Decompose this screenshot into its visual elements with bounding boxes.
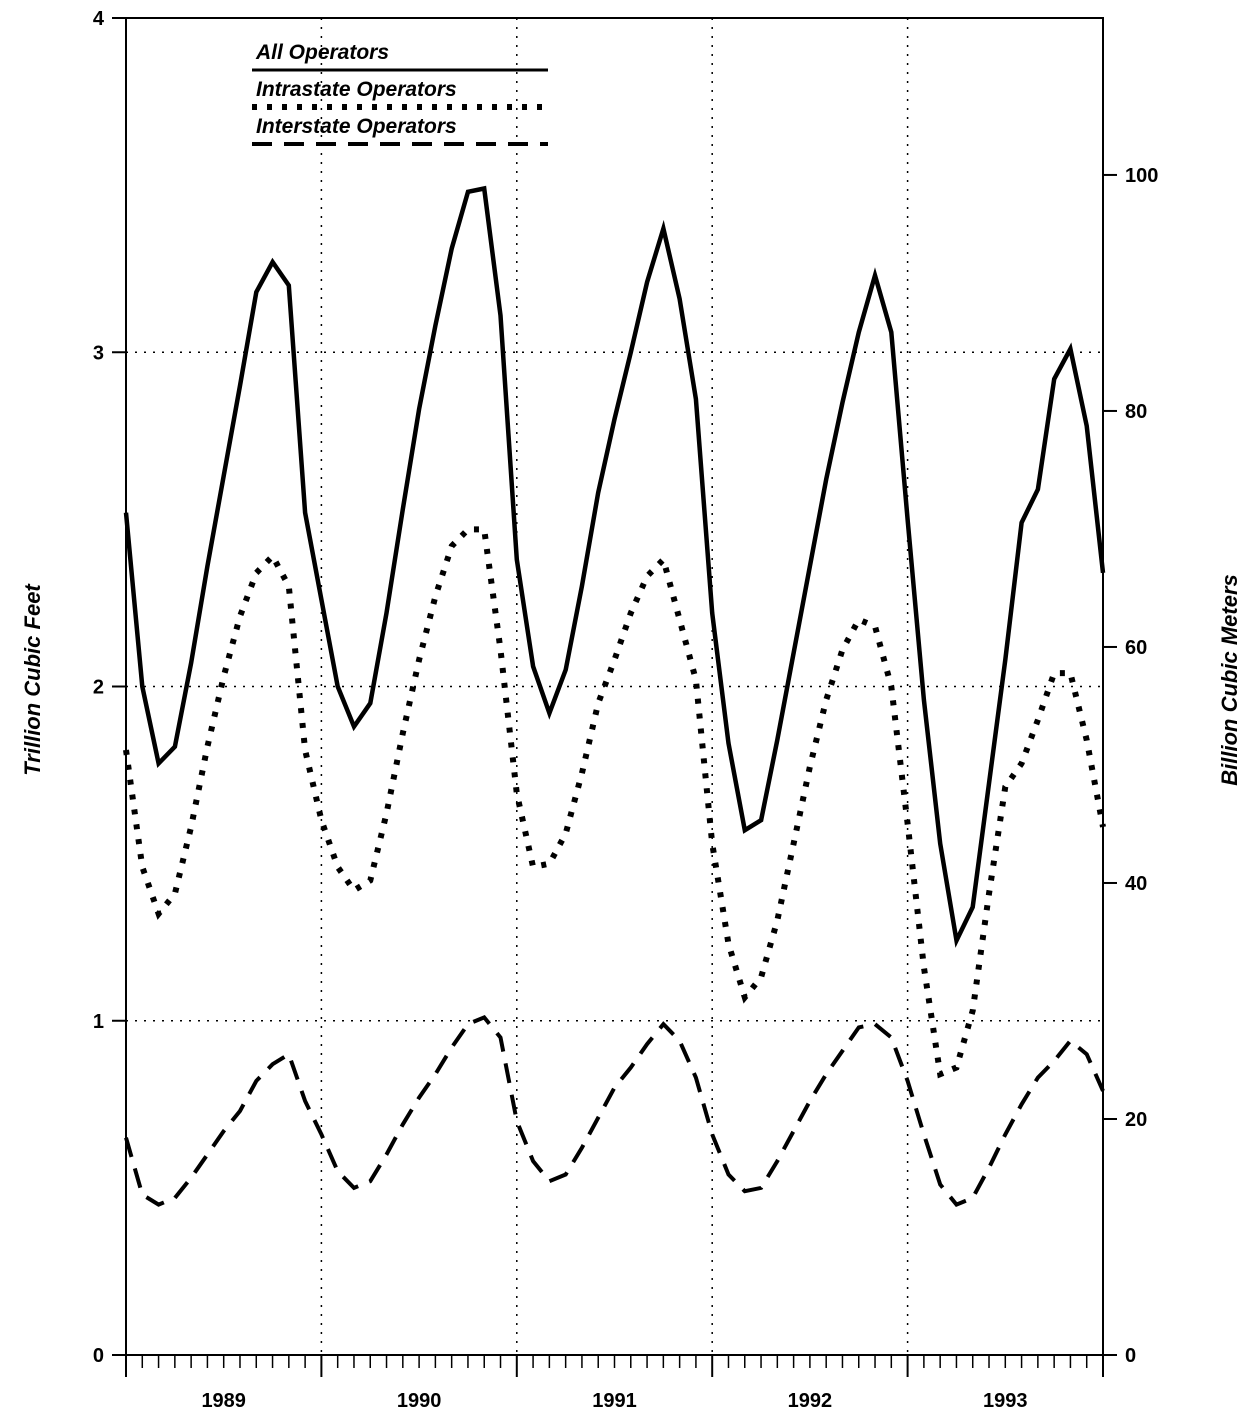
series-line-interstate-operators xyxy=(124,1014,1105,1208)
series-lines xyxy=(123,185,1106,1208)
series-line-intrastate-operators xyxy=(123,526,1106,1079)
y-tick-label-left: 3 xyxy=(93,342,104,364)
y-tick-label-right: 40 xyxy=(1125,873,1147,895)
y-tick-label-right: 100 xyxy=(1125,165,1158,187)
x-tick-label: 1991 xyxy=(592,1390,637,1412)
series-line-all-operators xyxy=(123,185,1106,948)
y-tick-label-left: 2 xyxy=(93,677,104,699)
plot-frame xyxy=(125,17,1104,1356)
x-tick-label: 1990 xyxy=(397,1390,442,1412)
x-tick-label: 1993 xyxy=(983,1390,1028,1412)
legend-label-intrastate-operators: Intrastate Operators xyxy=(256,78,457,101)
grid-lines xyxy=(126,18,1103,1355)
y-axis-title-left: Trillion Cubic Feet xyxy=(20,583,45,776)
plot-border xyxy=(125,17,1104,1356)
y-axis-title-right: Billion Cubic Meters xyxy=(1217,574,1242,785)
y-tick-label-left: 4 xyxy=(93,8,105,30)
legend: All Operators Intrastate Operators Interst… xyxy=(252,41,548,146)
legend-label-all-operators: All Operators xyxy=(255,41,389,64)
y-tick-label-right: 80 xyxy=(1125,401,1147,423)
y-tick-label-left: 1 xyxy=(93,1011,104,1033)
x-tick-label: 1992 xyxy=(788,1390,833,1412)
y-tick-label-right: 20 xyxy=(1125,1109,1147,1131)
legend-label-interstate-operators: Interstate Operators xyxy=(256,115,457,138)
y-tick-label-right: 0 xyxy=(1125,1345,1136,1367)
y-tick-label-right: 60 xyxy=(1125,637,1147,659)
y-tick-label-left: 0 xyxy=(93,1345,104,1367)
x-tick-label: 1989 xyxy=(201,1390,246,1412)
